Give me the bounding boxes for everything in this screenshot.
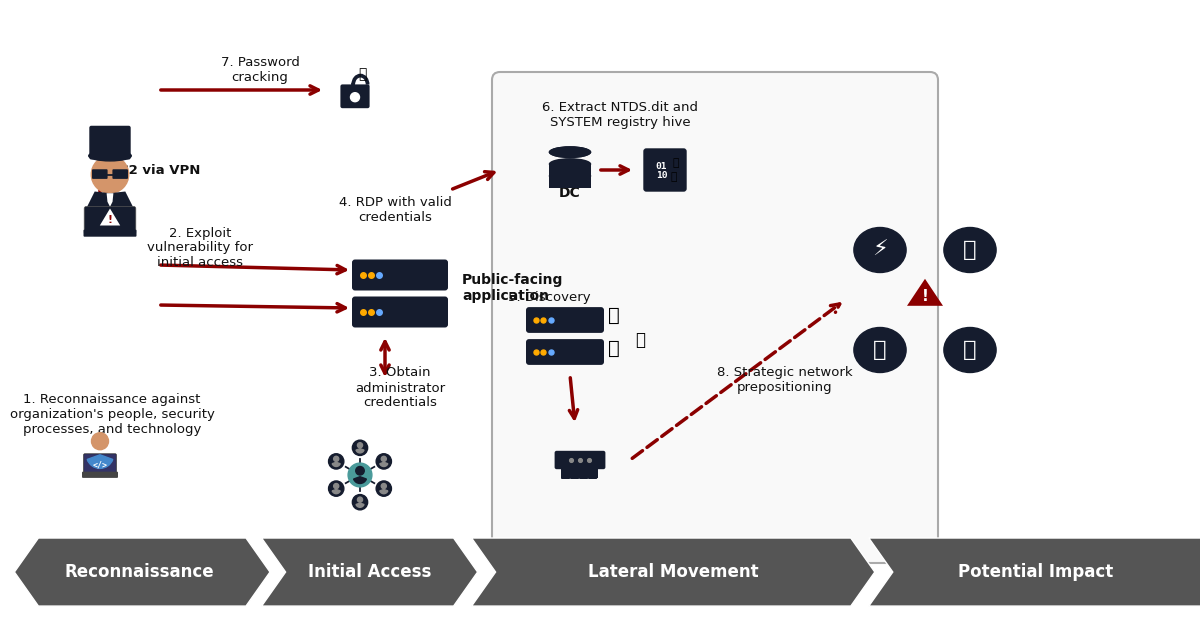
Circle shape [334,456,338,461]
Text: 5. Discovery: 5. Discovery [508,292,590,304]
FancyBboxPatch shape [84,454,116,474]
Text: DC: DC [559,186,581,200]
Text: 📋: 📋 [635,331,646,349]
Text: 🔍: 🔍 [608,338,620,357]
Text: 10: 10 [656,171,667,180]
FancyBboxPatch shape [84,229,137,237]
Text: Potential Impact: Potential Impact [958,563,1114,581]
Wedge shape [380,490,388,494]
Text: 7. Password
cracking: 7. Password cracking [221,56,300,84]
Circle shape [353,495,367,510]
Circle shape [358,443,362,448]
FancyBboxPatch shape [570,468,580,479]
Circle shape [348,463,372,487]
Ellipse shape [854,328,906,372]
Polygon shape [14,538,270,606]
Ellipse shape [854,227,906,273]
FancyBboxPatch shape [82,472,118,478]
Ellipse shape [944,328,996,372]
Text: Lateral Movement: Lateral Movement [588,563,758,581]
Ellipse shape [89,151,131,161]
FancyBboxPatch shape [548,164,592,176]
Text: 6. Extract NTDS.dit and
SYSTEM registry hive: 6. Extract NTDS.dit and SYSTEM registry … [542,101,698,129]
Text: 1. Reconnaissance against
organization's people, security
processes, and technol: 1. Reconnaissance against organization's… [10,393,215,436]
Wedge shape [332,490,340,494]
FancyBboxPatch shape [352,260,448,290]
Text: 📡: 📡 [874,340,887,360]
FancyBboxPatch shape [562,466,598,478]
Polygon shape [869,538,1200,606]
Wedge shape [356,503,364,507]
Text: 8. Strategic network
prepositioning: 8. Strategic network prepositioning [718,366,853,394]
Text: 🔒: 🔒 [671,172,677,182]
Text: 01: 01 [656,162,667,171]
Ellipse shape [548,146,592,158]
Circle shape [353,440,367,455]
FancyBboxPatch shape [492,72,938,563]
FancyBboxPatch shape [588,468,598,479]
Circle shape [91,156,128,193]
Circle shape [329,454,344,469]
Ellipse shape [944,227,996,273]
Circle shape [376,481,391,496]
FancyBboxPatch shape [580,468,588,479]
Circle shape [334,483,338,489]
Polygon shape [107,193,114,207]
Wedge shape [356,449,364,453]
Wedge shape [332,462,340,466]
Text: !: ! [922,289,929,304]
Polygon shape [907,279,943,306]
Text: 4. RDP with valid
credentials: 4. RDP with valid credentials [338,196,451,224]
Wedge shape [88,455,113,468]
FancyBboxPatch shape [554,451,606,469]
Text: 2. Exploit
vulnerability for
initial access: 2. Exploit vulnerability for initial acc… [148,227,253,270]
Ellipse shape [548,170,592,182]
Text: ⚡: ⚡ [872,240,888,260]
Circle shape [382,483,386,489]
Polygon shape [100,209,120,226]
Circle shape [376,454,391,469]
Circle shape [382,456,386,461]
Text: 💧: 💧 [964,240,977,260]
Ellipse shape [548,146,592,158]
FancyBboxPatch shape [562,468,570,479]
Circle shape [91,433,108,450]
Text: 🚌: 🚌 [964,340,977,360]
Circle shape [350,93,360,101]
Circle shape [355,466,365,475]
Text: !: ! [108,215,113,224]
Polygon shape [472,538,875,606]
FancyBboxPatch shape [341,84,370,108]
FancyBboxPatch shape [352,297,448,328]
FancyBboxPatch shape [89,126,131,159]
Text: </>: </> [92,461,108,469]
FancyBboxPatch shape [526,339,604,365]
FancyBboxPatch shape [643,148,686,192]
Polygon shape [86,192,134,209]
Ellipse shape [548,158,592,170]
Text: 3. Obtain
administrator
credentials: 3. Obtain administrator credentials [355,367,445,410]
Text: ❗: ❗ [608,306,620,324]
Wedge shape [354,477,366,483]
Text: 🐛: 🐛 [358,67,366,81]
Text: C2 via VPN: C2 via VPN [119,164,200,176]
Text: Initial Access: Initial Access [308,563,431,581]
Text: Reconnaissance: Reconnaissance [65,563,215,581]
Circle shape [329,481,344,496]
Text: 🔑: 🔑 [672,158,678,168]
FancyBboxPatch shape [526,307,604,333]
Wedge shape [380,462,388,466]
Text: Public-facing
application: Public-facing application [462,273,563,303]
FancyBboxPatch shape [92,169,108,179]
Polygon shape [262,538,478,606]
FancyBboxPatch shape [113,169,128,179]
Circle shape [358,497,362,502]
FancyBboxPatch shape [84,207,136,234]
FancyBboxPatch shape [548,176,592,188]
